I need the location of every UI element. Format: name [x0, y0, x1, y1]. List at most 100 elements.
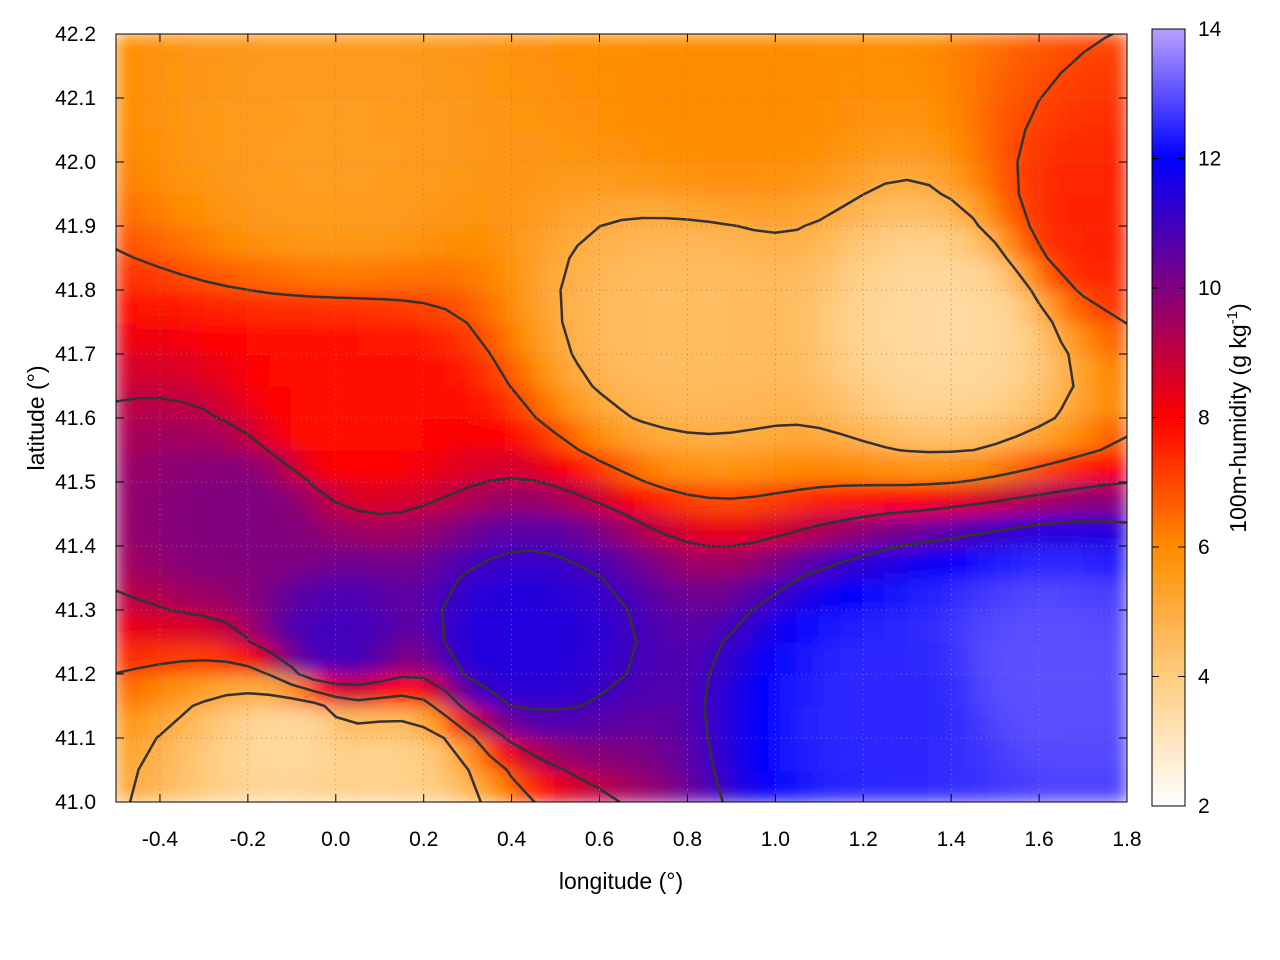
heatmap-cell: [928, 641, 953, 675]
heatmap-cell: [576, 769, 601, 802]
x-tick-label: 0.2: [409, 828, 438, 851]
heatmap-cell: [928, 34, 953, 67]
heatmap-cell: [774, 385, 799, 419]
heatmap-cell: [136, 705, 161, 739]
heatmap-cell: [400, 97, 425, 131]
heatmap-cell: [378, 193, 403, 227]
heatmap-cell: [246, 513, 271, 547]
heatmap-cell: [444, 417, 469, 451]
heatmap-cell: [290, 161, 315, 195]
heatmap-cell: [290, 769, 315, 802]
heatmap-cell: [1060, 161, 1085, 195]
heatmap-cell: [466, 609, 491, 643]
heatmap-cell: [818, 769, 843, 802]
heatmap-cell: [818, 641, 843, 675]
heatmap-cell: [290, 737, 315, 771]
heatmap-cell: [532, 34, 557, 67]
heatmap-cell: [246, 769, 271, 802]
heatmap-cell: [752, 705, 777, 739]
heatmap-cell: [488, 449, 513, 483]
heatmap-cell: [312, 129, 337, 163]
heatmap-cell: [116, 609, 139, 643]
heatmap-cell: [840, 321, 865, 355]
heatmap-cell: [994, 577, 1019, 611]
heatmap-cell: [752, 321, 777, 355]
heatmap-cell: [840, 449, 865, 483]
heatmap-cell: [158, 545, 183, 579]
heatmap-cell: [950, 289, 975, 323]
heatmap-cell: [642, 481, 667, 515]
heatmap-cell: [378, 225, 403, 259]
heatmap-cell: [290, 513, 315, 547]
heatmap-cell: [312, 225, 337, 259]
heatmap-cell: [664, 513, 689, 547]
heatmap-cell: [884, 353, 909, 387]
heatmap-cell: [752, 257, 777, 291]
heatmap-cell: [1060, 673, 1085, 707]
heatmap-cell: [598, 225, 623, 259]
heatmap-cell: [906, 609, 931, 643]
heatmap-cell: [532, 129, 557, 163]
heatmap-cell: [422, 545, 447, 579]
heatmap-cell: [268, 321, 293, 355]
heatmap-cell: [950, 129, 975, 163]
heatmap-cell: [400, 321, 425, 355]
heatmap-cell: [796, 129, 821, 163]
heatmap-cell: [1104, 161, 1127, 195]
heatmap-cell: [422, 449, 447, 483]
heatmap-cell: [224, 577, 249, 611]
heatmap-cell: [290, 321, 315, 355]
heatmap-cell: [774, 193, 799, 227]
heatmap-cell: [488, 129, 513, 163]
heatmap-cell: [224, 641, 249, 675]
heatmap-cell: [796, 97, 821, 131]
heatmap-cell: [268, 385, 293, 419]
heatmap-cell: [576, 641, 601, 675]
heatmap-cell: [116, 513, 139, 547]
heatmap-cell: [576, 321, 601, 355]
heatmap-cell: [488, 193, 513, 227]
heatmap-cell: [598, 705, 623, 739]
heatmap-cell: [1060, 641, 1085, 675]
heatmap-cell: [840, 737, 865, 771]
heatmap-cell: [928, 321, 953, 355]
heatmap-cell: [818, 449, 843, 483]
heatmap-cell: [202, 449, 227, 483]
heatmap-cell: [444, 34, 469, 67]
heatmap-cell: [532, 353, 557, 387]
heatmap-cell: [532, 417, 557, 451]
heatmap-cell: [202, 641, 227, 675]
heatmap-cell: [116, 673, 139, 707]
heatmap-cell: [752, 737, 777, 771]
heatmap-cell: [488, 577, 513, 611]
heatmap-cell: [950, 737, 975, 771]
y-tick-label: 41.4: [55, 535, 96, 558]
heatmap-cell: [466, 65, 491, 99]
heatmap-cell: [312, 577, 337, 611]
heatmap-cell: [356, 65, 381, 99]
colorbar-tick-label: 4: [1198, 666, 1210, 689]
heatmap-cell: [1082, 257, 1107, 291]
heatmap-cell: [356, 193, 381, 227]
heatmap-cell: [136, 193, 161, 227]
heatmap-cell: [928, 545, 953, 579]
heatmap-cell: [400, 129, 425, 163]
heatmap-cell: [642, 449, 667, 483]
heatmap-cell: [950, 769, 975, 802]
heatmap-cell: [972, 129, 997, 163]
heatmap-cell: [620, 385, 645, 419]
heatmap-cell: [752, 193, 777, 227]
heatmap-cell: [510, 97, 535, 131]
heatmap-cell: [840, 257, 865, 291]
heatmap-cell: [730, 737, 755, 771]
heatmap-cell: [862, 225, 887, 259]
heatmap-cell: [774, 129, 799, 163]
heatmap-cell: [906, 321, 931, 355]
heatmap-cell: [1082, 417, 1107, 451]
heatmap-cell: [290, 481, 315, 515]
heatmap-cell: [1060, 65, 1085, 99]
heatmap-cell: [972, 641, 997, 675]
heatmap-cell: [862, 769, 887, 802]
heatmap-cell: [268, 513, 293, 547]
heatmap-cell: [158, 353, 183, 387]
